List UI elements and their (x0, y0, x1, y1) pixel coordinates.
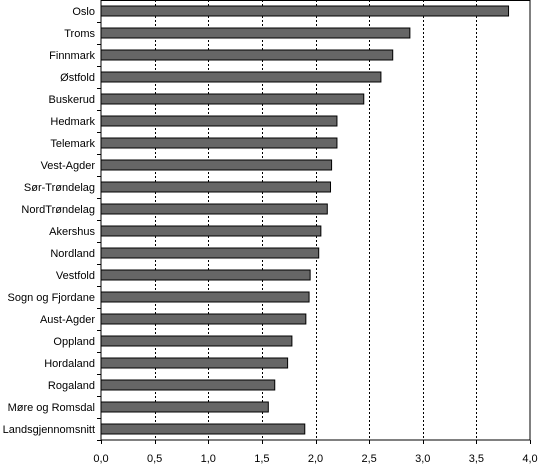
bar (100, 93, 365, 105)
bar (100, 137, 338, 149)
bar (100, 27, 411, 39)
category-label: Sør-Trøndelag (24, 182, 95, 194)
bar (100, 71, 382, 83)
category-label: Oslo (72, 6, 95, 18)
category-label: Rogaland (48, 380, 95, 392)
x-tick-label: 4,0 (522, 453, 537, 464)
bar (100, 203, 328, 215)
x-tick-label: 2,5 (361, 453, 376, 464)
category-label: Hordaland (44, 358, 95, 370)
x-tick-label: 1,5 (254, 453, 269, 464)
category-label: Vestfold (56, 270, 95, 282)
category-label: Oppland (53, 336, 95, 348)
bar (100, 379, 276, 391)
x-tick-label: 3,0 (415, 453, 430, 464)
category-label: Sogn og Fjordane (8, 292, 95, 304)
category-label: Finnmark (49, 50, 95, 62)
x-axis-ticks: 0,0 0,5 1,0 1,5 2,0 2,5 3,0 3,5 4,0 (93, 440, 538, 464)
category-label: Vest-Agder (41, 160, 96, 172)
category-label: Troms (64, 28, 95, 40)
x-tick-label: 2,0 (308, 453, 323, 464)
x-tick-label: 1,0 (201, 453, 216, 464)
bar (100, 313, 307, 325)
category-label: Landsgjennomsnitt (3, 424, 95, 436)
bar (100, 5, 510, 17)
x-tick-label: 3,5 (469, 453, 484, 464)
category-label: Aust-Agder (40, 314, 95, 326)
plot-frame (100, 0, 531, 441)
bar (100, 269, 311, 281)
bar (100, 401, 269, 413)
bar (100, 423, 306, 435)
bar (100, 247, 320, 259)
bar (100, 159, 333, 171)
bar (100, 357, 289, 369)
category-label: NordTrøndelag (21, 204, 95, 216)
bars (100, 5, 510, 435)
category-label: Telemark (50, 138, 95, 150)
bar (100, 181, 332, 193)
category-labels: Oslo Troms Finnmark Østfold Buskerud Hedmark T… (3, 6, 101, 441)
category-label: Nordland (50, 248, 95, 260)
bar (100, 291, 310, 303)
category-label: Hedmark (50, 116, 95, 128)
bar (100, 115, 338, 127)
grid-lines (155, 0, 477, 440)
x-tick-label: 0,5 (147, 453, 162, 464)
bar (100, 49, 394, 61)
category-label: Buskerud (49, 94, 95, 106)
category-label: Østfold (60, 72, 95, 84)
bar (100, 335, 293, 347)
category-label: Møre og Romsdal (8, 402, 95, 414)
category-label: Akershus (49, 226, 95, 238)
x-tick-label: 0,0 (93, 453, 108, 464)
bar (100, 225, 322, 237)
